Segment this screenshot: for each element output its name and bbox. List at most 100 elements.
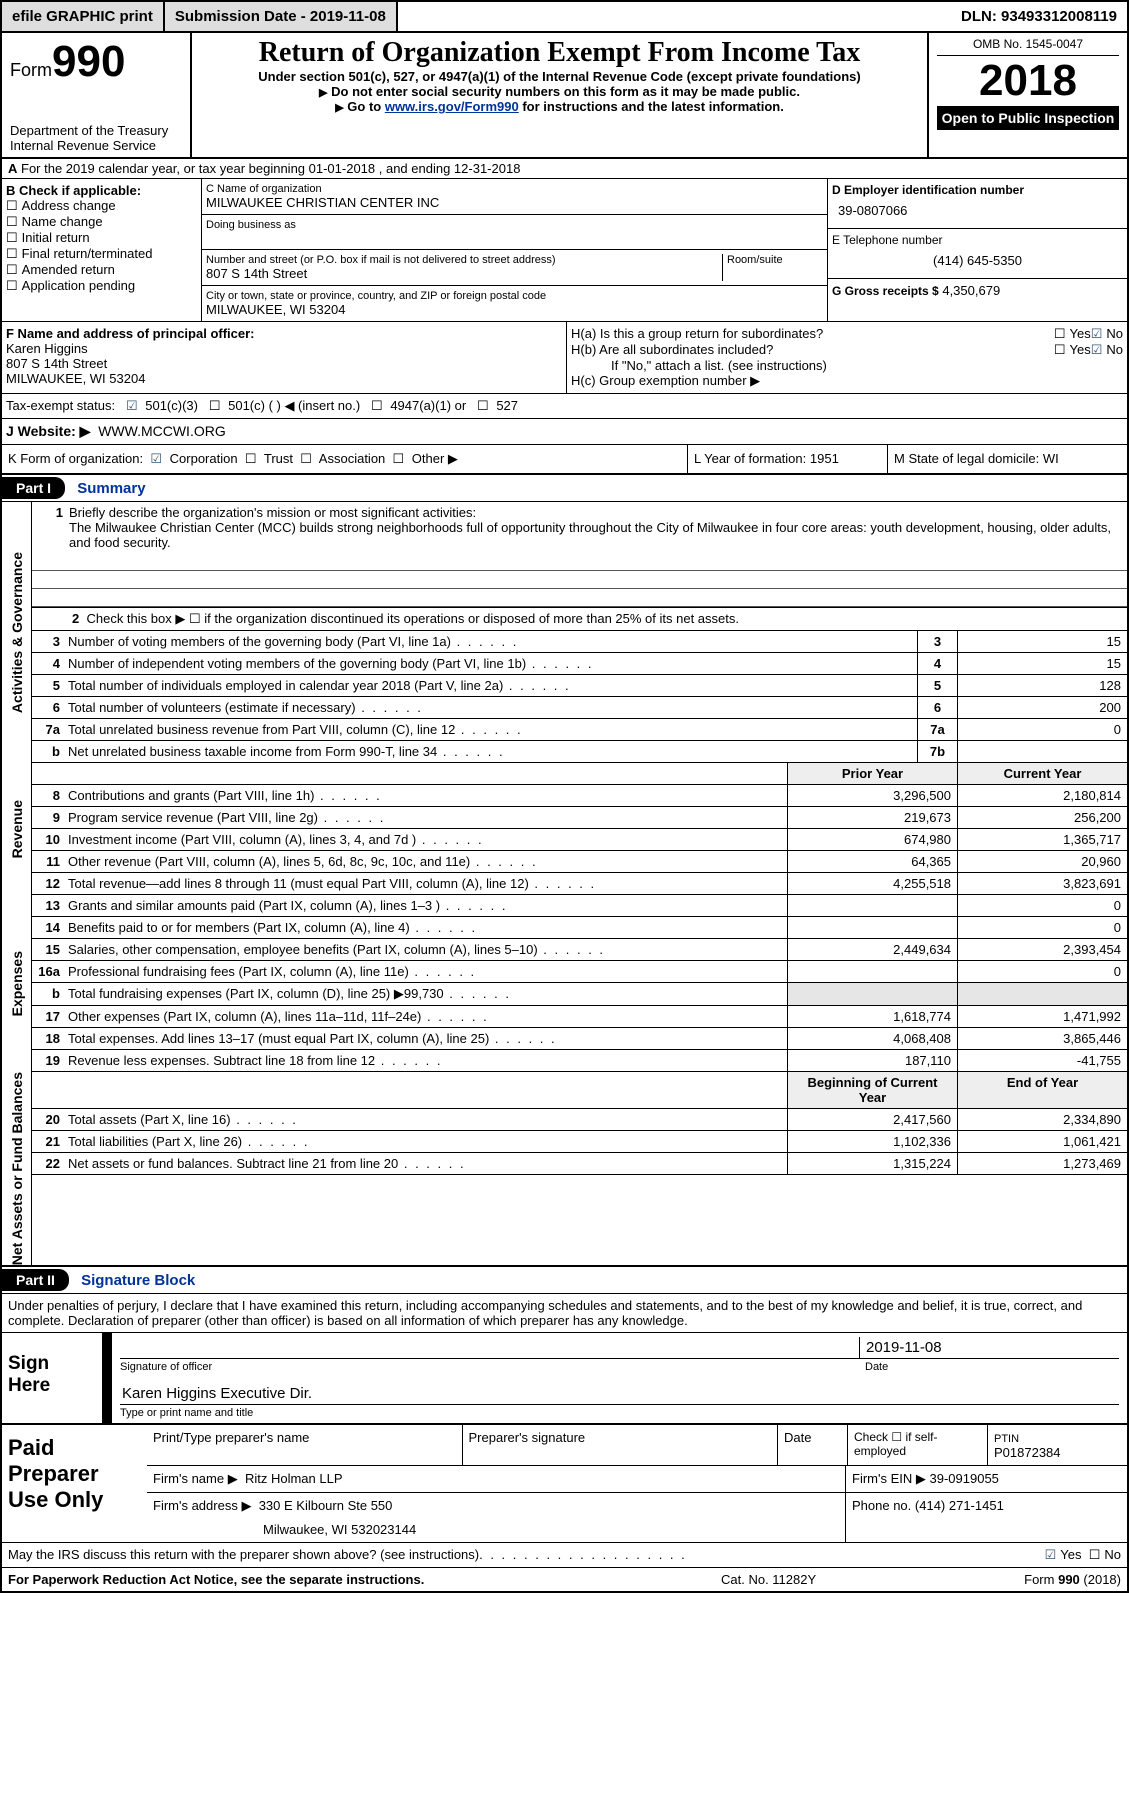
firm-addr2: Milwaukee, WI 532023144 [153, 1514, 839, 1537]
summary-row: 17Other expenses (Part IX, column (A), l… [32, 1006, 1127, 1028]
current-year-value: 20,960 [957, 851, 1127, 872]
line-text: Investment income (Part VIII, column (A)… [66, 829, 787, 850]
cat-no: Cat. No. 11282Y [721, 1572, 921, 1587]
typed-label: Type or print name and title [120, 1407, 1119, 1419]
dba-label: Doing business as [206, 219, 823, 231]
line-text: Total expenses. Add lines 13–17 (must eq… [66, 1028, 787, 1049]
chk-amended[interactable] [6, 262, 22, 277]
part1-badge: Part I [2, 477, 65, 499]
prior-year-value: 219,673 [787, 807, 957, 828]
line-number: 11 [32, 851, 66, 872]
discuss-yes[interactable] [1045, 1547, 1061, 1562]
dln: DLN: 93493312008119 [951, 2, 1127, 31]
discuss-no[interactable] [1089, 1547, 1105, 1562]
prior-year-value [787, 983, 957, 1005]
line-text: Total liabilities (Part X, line 26) [66, 1131, 787, 1152]
chk-other[interactable] [393, 451, 409, 466]
chk-501c3[interactable] [126, 398, 142, 413]
chk-501c[interactable] [209, 398, 225, 413]
chk-name-change[interactable] [6, 214, 22, 229]
summary-row: 20Total assets (Part X, line 16)2,417,56… [32, 1109, 1127, 1131]
col-b-checkboxes: B Check if applicable: Address change Na… [2, 179, 202, 321]
triangle-icon [335, 99, 343, 114]
chk-4947[interactable] [371, 398, 387, 413]
box-number: 6 [917, 697, 957, 718]
firm-addr1: 330 E Kilbourn Ste 550 [259, 1498, 393, 1513]
chk-final-return[interactable] [6, 246, 22, 261]
summary-row: 16aProfessional fundraising fees (Part I… [32, 961, 1127, 983]
hdr-end-year: End of Year [957, 1072, 1127, 1108]
efile-print-button[interactable]: efile GRAPHIC print [2, 2, 165, 31]
form-subtitle: Under section 501(c), 527, or 4947(a)(1)… [200, 69, 919, 84]
box-number: 7b [917, 741, 957, 762]
chk-address-change[interactable] [6, 198, 22, 213]
state-domicile: WI [1043, 451, 1059, 466]
current-year-value: 1,061,421 [957, 1131, 1127, 1152]
part1-title: Summary [77, 480, 145, 497]
chk-app-pending[interactable] [6, 278, 22, 293]
current-year-value: 3,865,446 [957, 1028, 1127, 1049]
hb-yes[interactable] [1054, 342, 1070, 358]
f-label: F Name and address of principal officer: [6, 326, 255, 341]
ha-yes[interactable] [1054, 326, 1070, 342]
city-value: MILWAUKEE, WI 53204 [206, 302, 823, 317]
revenue-section: Revenue Prior YearCurrent Year 8Contribu… [2, 763, 1127, 895]
tstat-label: Tax-exempt status: [6, 398, 115, 413]
summary-row: 18Total expenses. Add lines 13–17 (must … [32, 1028, 1127, 1050]
firm-ein: 39-0919055 [930, 1471, 999, 1486]
line-text: Revenue less expenses. Subtract line 18 … [66, 1050, 787, 1071]
sig-officer-label: Signature of officer [120, 1361, 859, 1373]
current-year-value: 2,334,890 [957, 1109, 1127, 1130]
box-number: 3 [917, 631, 957, 652]
line-text: Professional fundraising fees (Part IX, … [66, 961, 787, 982]
line-number: 9 [32, 807, 66, 828]
box-number: 5 [917, 675, 957, 696]
prep-date-label: Date [777, 1425, 847, 1465]
chk-assoc[interactable] [300, 451, 316, 466]
line-number: 22 [32, 1153, 66, 1174]
ein-value: 39-0807066 [832, 197, 1123, 224]
firm-phone-label: Phone no. [852, 1498, 911, 1513]
line-number: 10 [32, 829, 66, 850]
prior-year-value: 2,417,560 [787, 1109, 957, 1130]
section-b-to-g: B Check if applicable: Address change Na… [2, 179, 1127, 322]
hb-no[interactable] [1091, 342, 1107, 358]
chk-trust[interactable] [245, 451, 261, 466]
prior-year-value: 1,618,774 [787, 1006, 957, 1027]
website-row: J Website: ▶ WWW.MCCWI.ORG [2, 419, 1127, 445]
chk-initial-return[interactable] [6, 230, 22, 245]
open-to-public: Open to Public Inspection [937, 106, 1119, 130]
activities-governance: Activities & Governance 1Briefly describ… [2, 502, 1127, 763]
line-number: 14 [32, 917, 66, 938]
line-number: b [32, 983, 66, 1005]
current-year-value: 0 [957, 917, 1127, 938]
prior-year-value: 4,068,408 [787, 1028, 957, 1049]
ptin-label: PTIN [994, 1433, 1019, 1445]
chk-527[interactable] [477, 398, 493, 413]
line-number: 16a [32, 961, 66, 982]
self-employed-chk[interactable]: Check ☐ if self-employed [847, 1425, 987, 1465]
tax-year: 2018 [937, 56, 1119, 106]
prior-year-value [787, 917, 957, 938]
ha-label: H(a) Is this a group return for subordin… [571, 326, 1054, 342]
summary-row: bTotal fundraising expenses (Part IX, co… [32, 983, 1127, 1006]
irs-link[interactable]: www.irs.gov/Form990 [385, 99, 519, 114]
line-number: 5 [32, 675, 66, 696]
prior-year-value: 187,110 [787, 1050, 957, 1071]
summary-row: 6Total number of volunteers (estimate if… [32, 697, 1127, 719]
prior-year-value: 4,255,518 [787, 873, 957, 894]
topbar: efile GRAPHIC print Submission Date - 20… [2, 2, 1127, 33]
firm-phone: (414) 271-1451 [915, 1498, 1004, 1513]
line-text: Net unrelated business taxable income fr… [66, 741, 917, 762]
dept-treasury: Department of the Treasury Internal Reve… [10, 123, 182, 153]
prior-year-value: 3,296,500 [787, 785, 957, 806]
value [957, 741, 1127, 762]
h-note: If "No," attach a list. (see instruction… [571, 358, 1123, 373]
year-formation: 1951 [810, 451, 839, 466]
prep-sig-label: Preparer's signature [462, 1425, 778, 1465]
chk-corp[interactable] [150, 451, 166, 466]
line-number: b [32, 741, 66, 762]
expenses-section: Expenses 13Grants and similar amounts pa… [2, 895, 1127, 1072]
note-goto-suffix: for instructions and the latest informat… [519, 99, 784, 114]
ha-no[interactable] [1091, 326, 1107, 342]
